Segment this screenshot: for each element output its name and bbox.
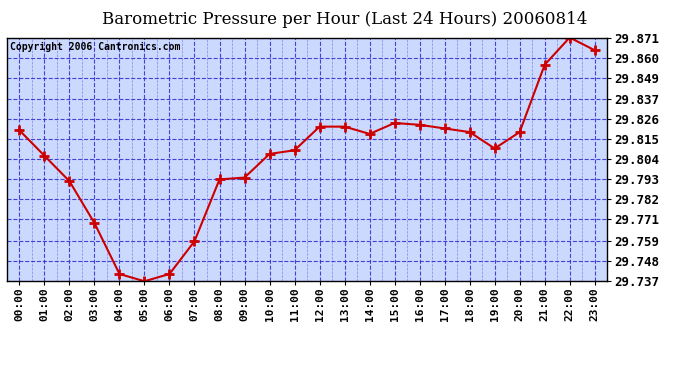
Text: Barometric Pressure per Hour (Last 24 Hours) 20060814: Barometric Pressure per Hour (Last 24 Ho… (102, 11, 588, 28)
Text: Copyright 2006 Cantronics.com: Copyright 2006 Cantronics.com (10, 42, 180, 52)
